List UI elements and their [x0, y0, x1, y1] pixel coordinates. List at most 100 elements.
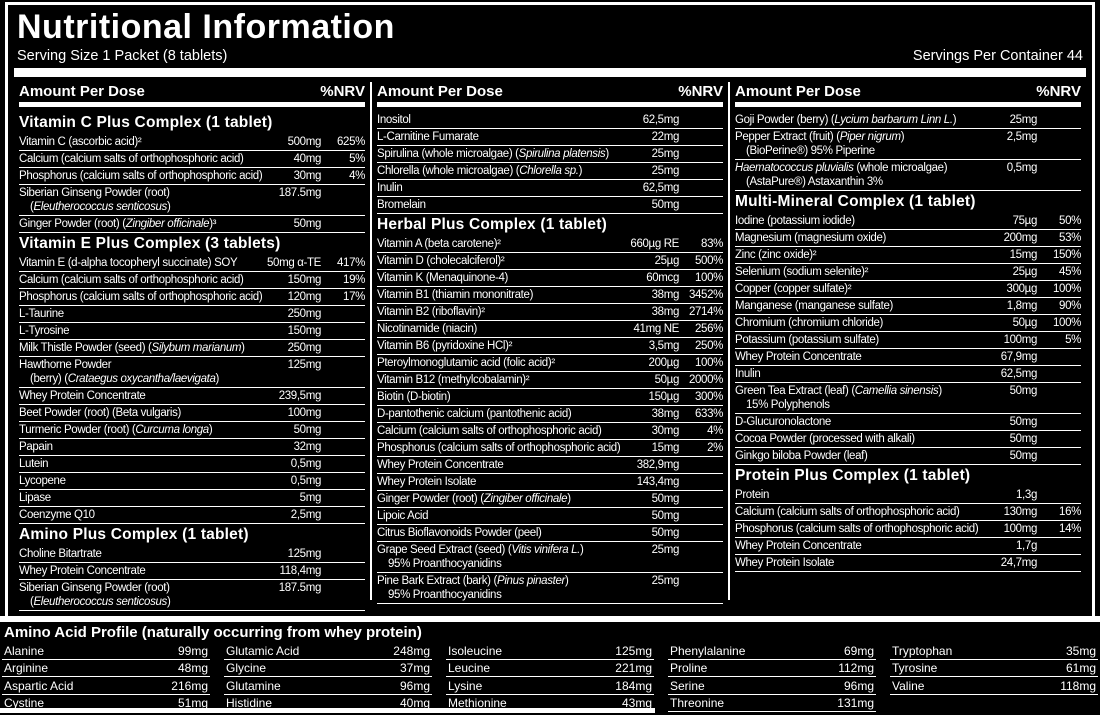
- amino-acid-name: Leucine: [448, 661, 491, 675]
- header-divider-bar: [14, 68, 1086, 77]
- amino-acid-value: 43mg: [621, 696, 652, 710]
- ingredient-amount: 60mcg: [646, 271, 679, 284]
- ingredient-name: Calcium (calcium salts of orthophosphori…: [377, 424, 602, 437]
- ingredient-amount: 125mg: [287, 358, 322, 371]
- ingredient-amount: 50mg: [651, 509, 680, 522]
- ingredient-nrv: 500%: [694, 254, 723, 267]
- ingredient-nrv: 90%: [1059, 299, 1081, 312]
- amino-acid-name: Valine: [892, 678, 925, 693]
- ingredient-name-line2: 95% Proanthocyanidins: [388, 558, 502, 570]
- ingredient-amount: 38mg: [651, 305, 680, 318]
- ingredient-name: Inulin: [735, 367, 761, 380]
- ingredient-row-line1: Vitamin D (cholecalciferol)² 25µg 500%: [377, 255, 723, 269]
- amino-acid-value: 96mg: [843, 678, 874, 693]
- ingredient-name: Ginger Powder (root) (Zingiber officinal…: [19, 217, 217, 230]
- amino-column: Tryptophan 35mg Tyrosine 61mg Valine 118mg: [890, 642, 1098, 712]
- amino-acid-value: 69mg: [843, 643, 874, 658]
- ingredient-name: Manganese (manganese sulfate): [735, 299, 893, 312]
- ingredient-row-line1: Whey Protein Concentrate 1,7g: [735, 540, 1081, 554]
- section-header: Vitamin C Plus Complex (1 tablet): [19, 114, 273, 131]
- ingredient-row-line1: Cocoa Powder (processed with alkali) 50mg: [735, 433, 1081, 447]
- amino-acid-row: Proline 112mg: [668, 660, 876, 677]
- ingredient-name: Phosphorus (calcium salts of orthophosph…: [19, 169, 263, 182]
- amino-acid-name: Lysine: [448, 678, 483, 693]
- ingredient-row-line1: Whey Protein Concentrate 67,9mg: [735, 351, 1081, 365]
- amino-acid-value: 184mg: [615, 678, 652, 693]
- ingredient-row-line1: Phosphorus (calcium salts of orthophosph…: [19, 291, 365, 305]
- ingredient-row-line1: Whey Protein Isolate 24,7mg: [735, 557, 1081, 571]
- ingredient-row: Inulin 62,5mg: [735, 366, 1081, 383]
- ingredient-nrv: 17%: [343, 290, 365, 303]
- ingredient-name: Magnesium (magnesium oxide): [735, 231, 886, 244]
- ingredient-row-line1: Hawthorne Powder 125mg: [19, 359, 365, 373]
- ingredient-row-line1: L-Carnitine Fumarate 22mg: [377, 131, 723, 145]
- ingredient-amount: 50mg: [651, 526, 680, 539]
- bottom-partial-bar: [0, 708, 655, 713]
- amino-acid-name: Aspartic Acid: [4, 678, 74, 693]
- ingredient-name: Biotin (D-biotin): [377, 390, 451, 403]
- ingredient-name: Vitamin B2 (riboflavin)²: [377, 305, 485, 318]
- amino-acid-row: Valine 118mg: [890, 677, 1098, 695]
- ingredient-amount: 1,7g: [1016, 539, 1037, 552]
- ingredient-nrv: 633%: [694, 407, 723, 420]
- ingredient-row: Lycopene 0,5mg: [19, 473, 365, 490]
- ingredient-nrv: 2000%: [688, 373, 723, 386]
- ingredient-row: Pepper Extract (fruit) (Piper nigrum) 2,5…: [735, 129, 1081, 160]
- ingredient-amount: 32mg: [293, 440, 322, 453]
- ingredient-row-line1: Siberian Ginseng Powder (root) 187.5mg: [19, 582, 365, 596]
- ingredient-name: Chlorella (whole microalgae) (Chlorella …: [377, 164, 583, 177]
- amino-acid-name: Tyrosine: [892, 661, 938, 675]
- ingredient-nrv: 14%: [1059, 522, 1081, 535]
- ingredient-amount: 25µg: [654, 254, 680, 267]
- ingredient-name-line2: (AstaPure®) Astaxanthin 3%: [746, 176, 883, 188]
- ingredient-row-line1: Lutein 0,5mg: [19, 458, 365, 472]
- amino-acid-row: Arginine 48mg: [2, 660, 210, 677]
- section-header: Vitamin E Plus Complex (3 tablets): [19, 235, 281, 252]
- ingredient-row: Phosphorus (calcium salts of orthophosph…: [377, 440, 723, 457]
- ingredient-name: Vitamin C (ascorbic acid)²: [19, 135, 142, 148]
- ingredient-amount: 239,5mg: [278, 389, 322, 402]
- amino-acid-value: 40mg: [399, 696, 430, 710]
- ingredient-name: L-Taurine: [19, 307, 64, 320]
- amino-acid-name: Glutamic Acid: [226, 643, 300, 658]
- ingredient-amount: 125mg: [287, 547, 322, 560]
- ingredient-amount: 40mg: [293, 152, 322, 165]
- ingredient-name: Chromium (chromium chloride): [735, 316, 884, 329]
- ingredient-name: Vitamin B1 (thiamin mononitrate): [377, 288, 534, 301]
- ingredient-row-line1: Pepper Extract (fruit) (Piper nigrum) 2,5…: [735, 131, 1081, 145]
- ingredient-row-line1: Biotin (D-biotin) 150µg 300%: [377, 391, 723, 405]
- ingredient-amount: 25mg: [651, 147, 680, 160]
- ingredient-amount: 50mg α-TE: [267, 256, 321, 269]
- ingredient-row: Siberian Ginseng Powder (root) 187.5mg (El…: [19, 185, 365, 216]
- amino-column: Isoleucine 125mg Leucine 221mg Lysine 184mg Me…: [446, 642, 654, 712]
- ingredient-row-line1: Whey Protein Isolate 143,4mg: [377, 476, 723, 490]
- ingredient-name: Whey Protein Isolate: [735, 556, 835, 569]
- amino-acid-name: Proline: [670, 661, 708, 675]
- ingredient-name: Siberian Ginseng Powder (root): [19, 186, 170, 199]
- ingredient-amount: 3,5mg: [648, 339, 680, 352]
- ingredient-row: Ginger Powder (root) (Zingiber officinal…: [377, 491, 723, 508]
- page-title: Nutritional Information: [17, 8, 395, 46]
- nrv-label: %NRV: [1036, 83, 1081, 100]
- amino-acid-name: Cystine: [4, 696, 45, 710]
- ingredient-row-line1: Ginger Powder (root) (Zingiber officinal…: [377, 493, 723, 507]
- serving-info-row: Serving Size 1 Packet (8 tablets) Servin…: [17, 48, 1083, 64]
- ingredient-row: Whey Protein Isolate 143,4mg: [377, 474, 723, 491]
- amino-acid-profile: Amino Acid Profile (naturally occurring …: [2, 624, 1098, 712]
- ingredient-row-line1: Lycopene 0,5mg: [19, 475, 365, 489]
- amino-column: Glutamic Acid 248mg Glycine 37mg Glutamine 96…: [224, 642, 432, 712]
- ingredient-nrv: 100%: [694, 271, 723, 284]
- ingredient-amount: 1,3g: [1016, 488, 1037, 501]
- ingredient-row-line1: D-Glucuronolactone 50mg: [735, 416, 1081, 430]
- ingredient-row-line1: Calcium (calcium salts of orthophosphori…: [19, 153, 365, 167]
- ingredient-name: Whey Protein Isolate: [377, 475, 477, 488]
- amount-per-dose-label: Amount Per Dose: [735, 83, 861, 100]
- ingredient-name-line2: 95% Proanthocyanidins: [388, 589, 502, 601]
- ingredient-name: Whey Protein Concentrate: [19, 564, 146, 577]
- ingredient-nrv: 250%: [694, 339, 723, 352]
- ingredient-row: Calcium (calcium salts of orthophosphori…: [377, 423, 723, 440]
- ingredient-row: Calcium (calcium salts of orthophosphori…: [19, 151, 365, 168]
- ingredient-nrv: 53%: [1059, 231, 1081, 244]
- ingredient-row: Green Tea Extract (leaf) (Camellia sinen…: [735, 383, 1081, 414]
- ingredient-row: Copper (copper sulfate)² 300µg 100%: [735, 281, 1081, 298]
